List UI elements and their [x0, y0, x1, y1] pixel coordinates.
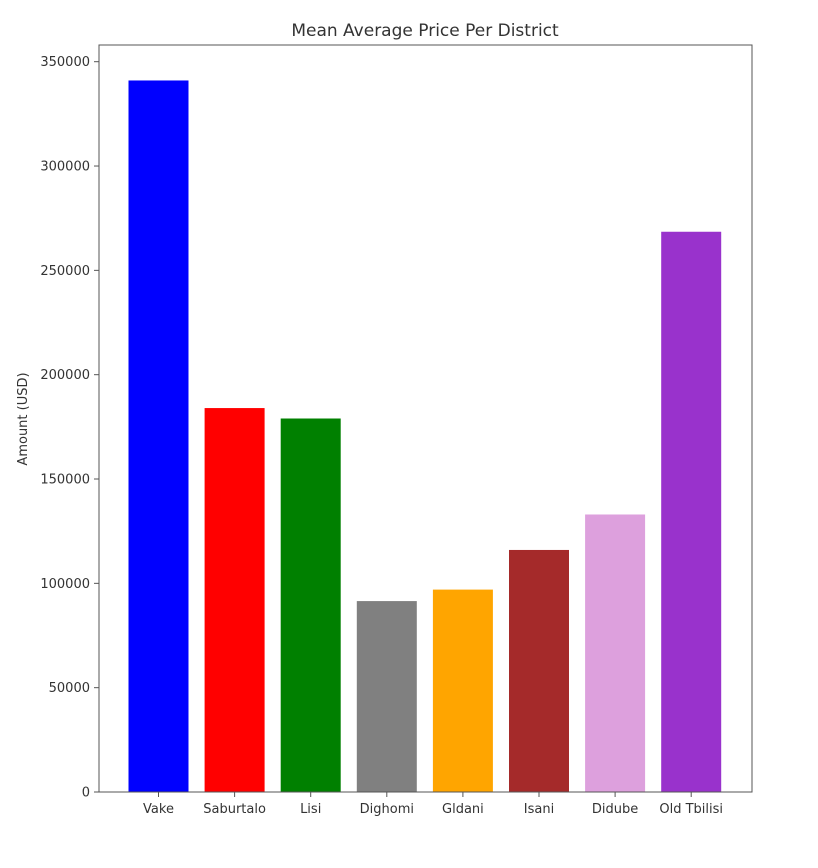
x-tick-label: Lisi — [300, 802, 321, 817]
x-tick-label: Saburtalo — [203, 802, 266, 817]
y-tick-label: 0 — [82, 786, 90, 801]
bar-saburtalo — [204, 408, 265, 792]
chart-title: Mean Average Price Per District — [291, 21, 559, 41]
bars-group — [128, 80, 722, 793]
y-axis-ticks: 0 50000 100000 150000 200000 250000 300000 3500… — [40, 55, 99, 801]
bar-old-tbilisi — [661, 231, 722, 792]
x-tick-label: Dighomi — [360, 802, 414, 817]
x-tick-label: Didube — [592, 802, 638, 817]
x-tick-label: Gldani — [442, 802, 484, 817]
y-tick-label: 100000 — [40, 577, 90, 592]
x-tick-label: Vake — [143, 802, 174, 817]
y-axis-label: Amount (USD) — [16, 372, 31, 465]
y-tick-label: 50000 — [49, 681, 90, 696]
x-tick-label: Isani — [524, 802, 554, 817]
y-tick-label: 250000 — [40, 264, 90, 279]
y-tick-label: 200000 — [40, 368, 90, 383]
x-axis-ticks: Vake Saburtalo Lisi Dighomi Gldani Isani Didub… — [143, 792, 723, 817]
plot-frame — [98, 44, 753, 793]
y-tick-label: 350000 — [40, 55, 90, 70]
bar-lisi — [280, 418, 341, 792]
x-tick-label: Old Tbilisi — [659, 802, 723, 817]
bar-didube — [585, 514, 646, 792]
bar-dighomi — [356, 601, 417, 792]
y-tick-label: 300000 — [40, 160, 90, 175]
bar-isani — [509, 549, 569, 792]
bar-gldani — [432, 589, 493, 792]
bar-vake — [128, 80, 189, 793]
y-tick-label: 150000 — [40, 473, 90, 488]
